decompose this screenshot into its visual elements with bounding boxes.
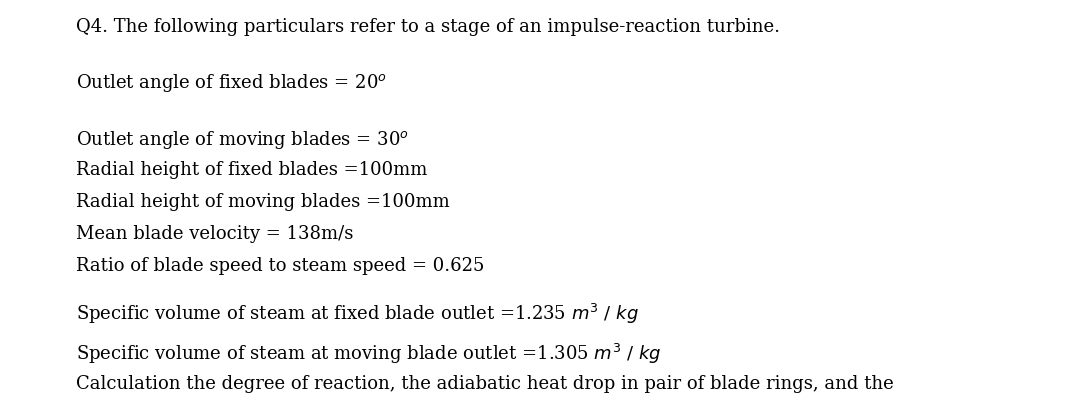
Text: Specific volume of steam at moving blade outlet =1.305 $\mathit{m^{3}\ /\ kg}$: Specific volume of steam at moving blade… — [76, 341, 661, 365]
Text: Ratio of blade speed to steam speed = 0.625: Ratio of blade speed to steam speed = 0.… — [76, 257, 484, 275]
Text: Q4. The following particulars refer to a stage of an impulse-reaction turbine.: Q4. The following particulars refer to a… — [76, 18, 780, 36]
Text: Outlet angle of fixed blades = 20$^{o}$: Outlet angle of fixed blades = 20$^{o}$ — [76, 72, 387, 94]
Text: Radial height of fixed blades =100mm: Radial height of fixed blades =100mm — [76, 160, 427, 178]
Text: Specific volume of steam at fixed blade outlet =1.235 $\mathit{m^{3}\ /\ kg}$: Specific volume of steam at fixed blade … — [76, 302, 638, 326]
Text: Mean blade velocity = 138m/s: Mean blade velocity = 138m/s — [76, 225, 353, 243]
Text: Radial height of moving blades =100mm: Radial height of moving blades =100mm — [76, 192, 449, 211]
Text: Calculation the degree of reaction, the adiabatic heat drop in pair of blade rin: Calculation the degree of reaction, the … — [76, 374, 893, 392]
Text: Outlet angle of moving blades = 30$^{o}$: Outlet angle of moving blades = 30$^{o}$ — [76, 128, 408, 150]
